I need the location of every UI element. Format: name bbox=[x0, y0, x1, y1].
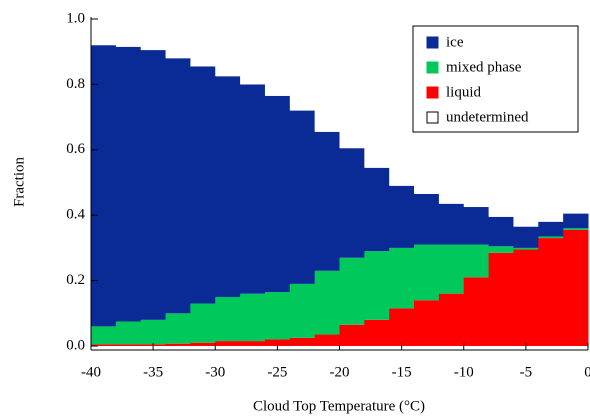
bar-segment bbox=[165, 19, 191, 59]
bar-segment bbox=[538, 238, 564, 346]
bar-segment bbox=[364, 319, 390, 346]
bar-segment bbox=[140, 19, 167, 51]
bar-segment bbox=[289, 110, 316, 284]
bar-segment bbox=[513, 247, 539, 250]
y-tick-label: 0.2 bbox=[66, 272, 85, 288]
legend-label: liquid bbox=[446, 84, 482, 100]
bar-segment bbox=[115, 344, 142, 346]
bar-segment bbox=[438, 244, 465, 294]
bar-segment bbox=[563, 228, 589, 230]
x-tick-label: -30 bbox=[205, 364, 225, 380]
bar-segment bbox=[140, 50, 167, 320]
legend-label: undetermined bbox=[446, 109, 529, 125]
bar-segment bbox=[314, 270, 340, 335]
bar-segment bbox=[190, 66, 216, 304]
x-tick-label: -25 bbox=[267, 364, 287, 380]
bar-segment bbox=[115, 46, 142, 322]
x-axis-label: Cloud Top Temperature (°C) bbox=[253, 398, 425, 414]
bar-segment bbox=[264, 292, 291, 340]
bar-segment bbox=[563, 229, 589, 346]
bar-segment bbox=[190, 19, 216, 67]
y-tick-label: 1.0 bbox=[66, 10, 85, 26]
y-tick-label: 0.4 bbox=[66, 207, 85, 223]
bar-segment bbox=[513, 226, 539, 248]
bar-segment bbox=[339, 19, 365, 149]
bar-segment bbox=[389, 247, 415, 309]
x-tick-label: -40 bbox=[81, 364, 101, 380]
bar-segment bbox=[314, 334, 340, 346]
bar-segment bbox=[538, 221, 564, 237]
legend-label: mixed phase bbox=[446, 59, 522, 75]
y-axis-label: Fraction bbox=[11, 157, 27, 207]
bar-segment bbox=[190, 303, 216, 343]
bar-segment bbox=[240, 293, 266, 342]
bar-segment bbox=[488, 246, 514, 253]
bar-segment bbox=[289, 283, 316, 338]
y-tick-label: 0.8 bbox=[66, 76, 85, 92]
x-tick-label: -35 bbox=[143, 364, 163, 380]
legend-swatch bbox=[426, 111, 439, 124]
bar-segment bbox=[264, 95, 291, 293]
bar-segment bbox=[339, 148, 365, 258]
bar-segment bbox=[140, 319, 167, 345]
x-tick-label: -5 bbox=[520, 364, 533, 380]
bar-segment bbox=[438, 293, 465, 346]
legend-swatch bbox=[426, 61, 439, 74]
y-tick-label: 0.0 bbox=[66, 337, 85, 353]
bar-segment bbox=[364, 251, 390, 320]
bar-segment bbox=[314, 19, 340, 132]
bar-segment bbox=[339, 257, 365, 325]
bar-segment bbox=[240, 341, 266, 346]
bar-segment bbox=[215, 19, 241, 77]
legend-swatch bbox=[426, 36, 439, 49]
bar-segment bbox=[463, 277, 490, 346]
bar-segment bbox=[463, 244, 490, 278]
x-tick-label: -10 bbox=[454, 364, 474, 380]
bar-segment bbox=[414, 244, 440, 301]
bar-segment bbox=[364, 19, 390, 168]
bar-segment bbox=[165, 343, 191, 346]
bar-segment bbox=[91, 19, 117, 46]
legend-label: ice bbox=[446, 34, 464, 50]
bar-segment bbox=[115, 321, 142, 345]
bar-segment bbox=[264, 339, 291, 346]
bar-segment bbox=[364, 167, 390, 252]
bar-segment bbox=[165, 58, 191, 314]
bar-segment bbox=[463, 207, 490, 245]
bar-segment bbox=[488, 252, 514, 346]
bar-segment bbox=[215, 341, 241, 346]
bar-segment bbox=[438, 203, 465, 245]
legend-box bbox=[412, 25, 579, 133]
bar-segment bbox=[488, 216, 514, 247]
x-tick-label: 0 bbox=[584, 364, 590, 380]
bar-segment bbox=[289, 19, 316, 111]
bar-segment bbox=[264, 19, 291, 96]
bar-segment bbox=[215, 76, 241, 297]
bar-segment bbox=[240, 84, 266, 294]
bar-segment bbox=[563, 213, 589, 229]
bar-segment bbox=[190, 342, 216, 346]
y-tick-label: 0.6 bbox=[66, 141, 85, 157]
bar-segment bbox=[414, 193, 440, 245]
bar-segment bbox=[115, 19, 142, 47]
bar-segment bbox=[91, 344, 117, 346]
bar-segment bbox=[389, 19, 415, 186]
bar-segment bbox=[513, 249, 539, 346]
bar-segment bbox=[91, 326, 117, 345]
bar-segment bbox=[240, 19, 266, 85]
bar-segment bbox=[389, 308, 415, 346]
x-tick-label: -20 bbox=[330, 364, 350, 380]
bar-segment bbox=[538, 236, 564, 239]
legend-swatch bbox=[426, 86, 439, 99]
bar-segment bbox=[389, 185, 415, 248]
bar-segment bbox=[414, 300, 440, 346]
bar-segment bbox=[314, 131, 340, 271]
bar-segment bbox=[91, 45, 117, 327]
x-tick-label: -15 bbox=[392, 364, 412, 380]
bar-segment bbox=[215, 296, 241, 342]
bar-segment bbox=[339, 324, 365, 346]
bar-segment bbox=[165, 313, 191, 344]
bar-segment bbox=[289, 337, 316, 346]
